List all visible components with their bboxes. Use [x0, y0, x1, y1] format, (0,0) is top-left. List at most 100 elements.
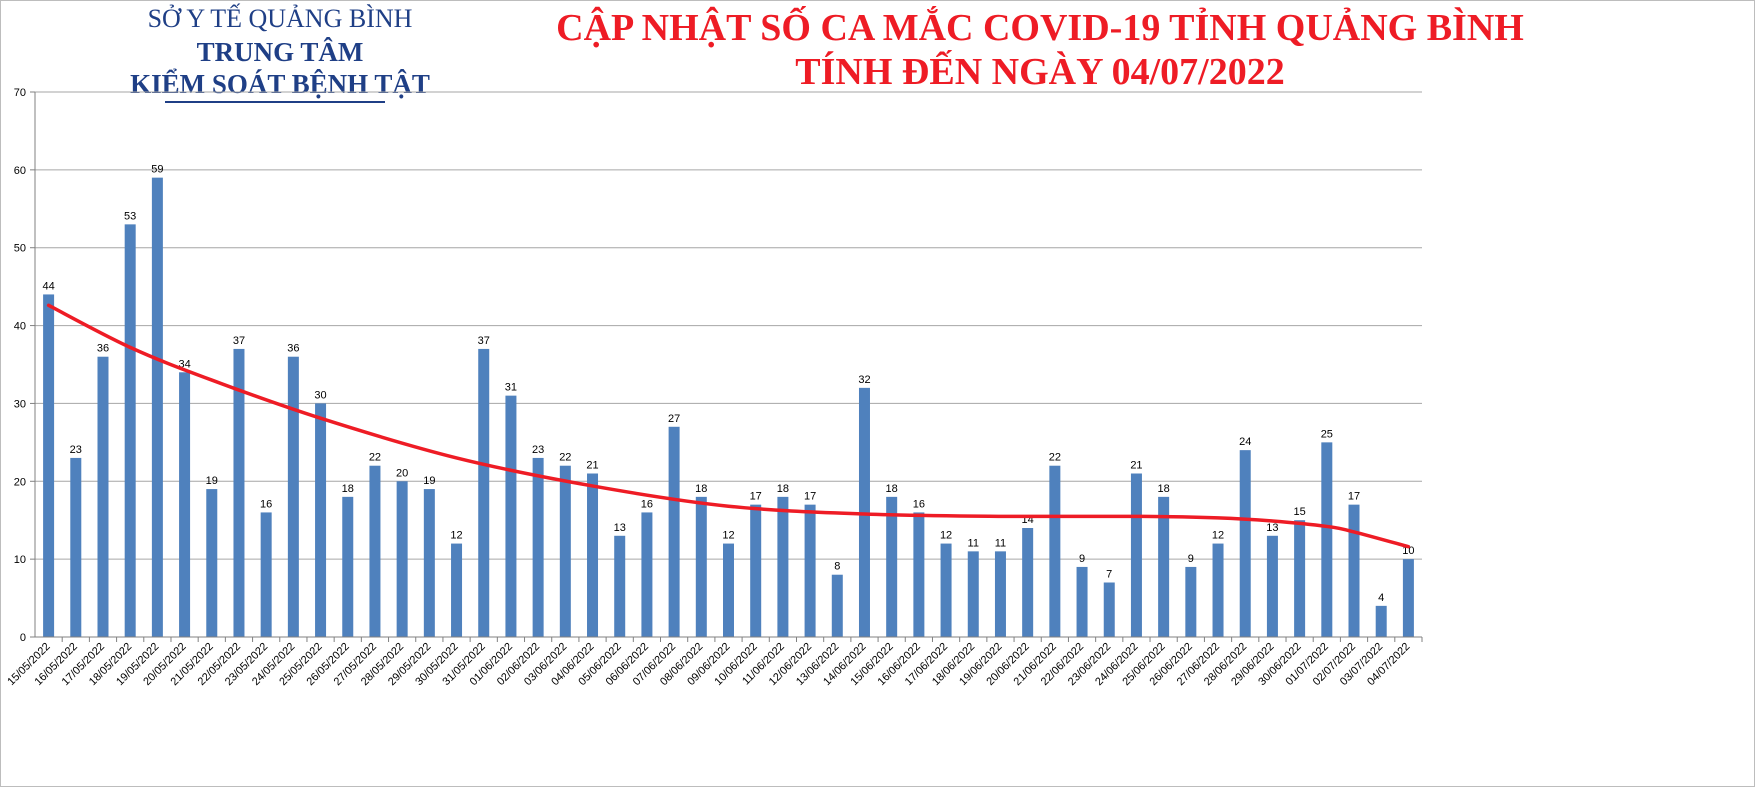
value-label-41: 18	[1158, 483, 1170, 495]
bar-41	[1158, 496, 1170, 637]
value-label-3: 53	[124, 210, 136, 222]
bar-27	[777, 496, 789, 637]
value-label-8: 16	[260, 498, 272, 510]
value-label-48: 17	[1348, 491, 1360, 503]
value-label-18: 23	[532, 444, 544, 456]
bar-0	[43, 294, 55, 637]
value-label-9: 36	[287, 343, 299, 355]
bar-50	[1402, 559, 1414, 637]
y-axis-ticks: 0 10 20 30 40 50 60 70	[14, 87, 35, 644]
y-tick-label-0: 0	[20, 632, 26, 644]
value-label-17: 31	[505, 382, 517, 394]
y-tick-label-40: 40	[14, 321, 26, 333]
value-label-39: 7	[1106, 569, 1112, 581]
bar-9	[287, 356, 299, 637]
bar-36	[1022, 528, 1034, 637]
value-label-25: 12	[722, 530, 734, 542]
bar-16	[478, 348, 490, 637]
value-label-43: 12	[1212, 530, 1224, 542]
value-label-12: 22	[369, 452, 381, 464]
bar-2	[97, 356, 109, 637]
y-tick-label-50: 50	[14, 243, 26, 255]
value-label-33: 12	[940, 530, 952, 542]
value-label-10: 30	[314, 389, 326, 401]
bar-28	[804, 504, 816, 637]
bar-15	[451, 543, 463, 637]
bar-47	[1321, 442, 1333, 637]
bar-25	[723, 543, 734, 637]
value-label-27: 18	[777, 483, 789, 495]
value-label-7: 37	[233, 335, 245, 347]
bar-48	[1348, 504, 1360, 637]
bar-39	[1103, 582, 1115, 637]
bar-6	[206, 489, 218, 637]
bar-24	[695, 496, 707, 637]
bar-1	[70, 457, 82, 637]
value-label-38: 9	[1079, 553, 1085, 565]
x-axis-labels: 15/05/202216/05/202217/05/202218/05/2022…	[5, 637, 1423, 688]
value-label-46: 15	[1293, 506, 1305, 518]
value-label-47: 25	[1321, 428, 1333, 440]
bar-3	[124, 224, 136, 637]
value-label-20: 21	[586, 460, 598, 472]
y-tick-label-30: 30	[14, 398, 26, 410]
bar-49	[1375, 605, 1387, 637]
value-label-19: 22	[559, 452, 571, 464]
bar-11	[342, 496, 354, 637]
value-label-45: 13	[1266, 522, 1278, 534]
value-label-0: 44	[42, 280, 54, 292]
bar-40	[1130, 473, 1142, 637]
value-label-44: 24	[1239, 436, 1251, 448]
value-label-40: 21	[1130, 460, 1142, 472]
bar-42	[1185, 566, 1197, 637]
value-label-37: 22	[1049, 452, 1061, 464]
y-tick-label-10: 10	[14, 554, 26, 566]
value-label-15: 12	[450, 530, 462, 542]
bar-5	[179, 372, 191, 637]
bar-43	[1212, 543, 1224, 637]
value-label-28: 17	[804, 491, 816, 503]
value-label-11: 18	[342, 483, 354, 495]
bar-18	[532, 457, 544, 637]
value-label-2: 36	[97, 343, 109, 355]
bar-13	[396, 481, 408, 637]
trend-line	[46, 303, 1411, 549]
org-underline	[165, 101, 385, 103]
value-label-16: 37	[478, 335, 490, 347]
value-label-24: 18	[695, 483, 707, 495]
bar-19	[559, 465, 571, 637]
bar-12	[369, 465, 381, 637]
value-label-30: 32	[858, 374, 870, 386]
value-label-29: 8	[834, 561, 840, 573]
org-name-line3: KIỂM SOÁT BỆNH TẬT	[130, 69, 430, 99]
bar-45	[1266, 535, 1278, 637]
value-label-22: 16	[641, 498, 653, 510]
gridlines	[35, 91, 1422, 560]
value-label-23: 27	[668, 413, 680, 425]
org-name-line2: TRUNG TÂM	[196, 37, 364, 67]
bar-22	[641, 512, 653, 637]
chart-title-line1: CẬP NHẬT SỐ CA MẮC COVID-19 TỈNH QUẢNG B…	[556, 7, 1524, 49]
bar-38	[1076, 566, 1088, 637]
chart-title-line2: TÍNH ĐẾN NGÀY 04/07/2022	[795, 51, 1285, 93]
bar-8	[260, 512, 272, 637]
bar-14	[423, 489, 435, 637]
bar-17	[505, 395, 517, 637]
bar-4	[151, 177, 163, 637]
y-tick-label-20: 20	[14, 476, 26, 488]
bar-10	[315, 403, 327, 637]
value-label-31: 18	[886, 483, 898, 495]
bar-37	[1049, 465, 1061, 637]
bar-35	[994, 551, 1006, 637]
bar-26	[750, 504, 762, 637]
value-label-42: 9	[1188, 553, 1194, 565]
bar-46	[1294, 520, 1306, 637]
value-label-4: 59	[151, 164, 163, 176]
value-label-14: 19	[423, 475, 435, 487]
bar-44	[1239, 450, 1251, 637]
value-label-21: 13	[614, 522, 626, 534]
y-tick-label-60: 60	[14, 165, 26, 177]
bar-31	[886, 496, 898, 637]
bar-20	[587, 473, 599, 637]
bars	[43, 177, 1414, 637]
